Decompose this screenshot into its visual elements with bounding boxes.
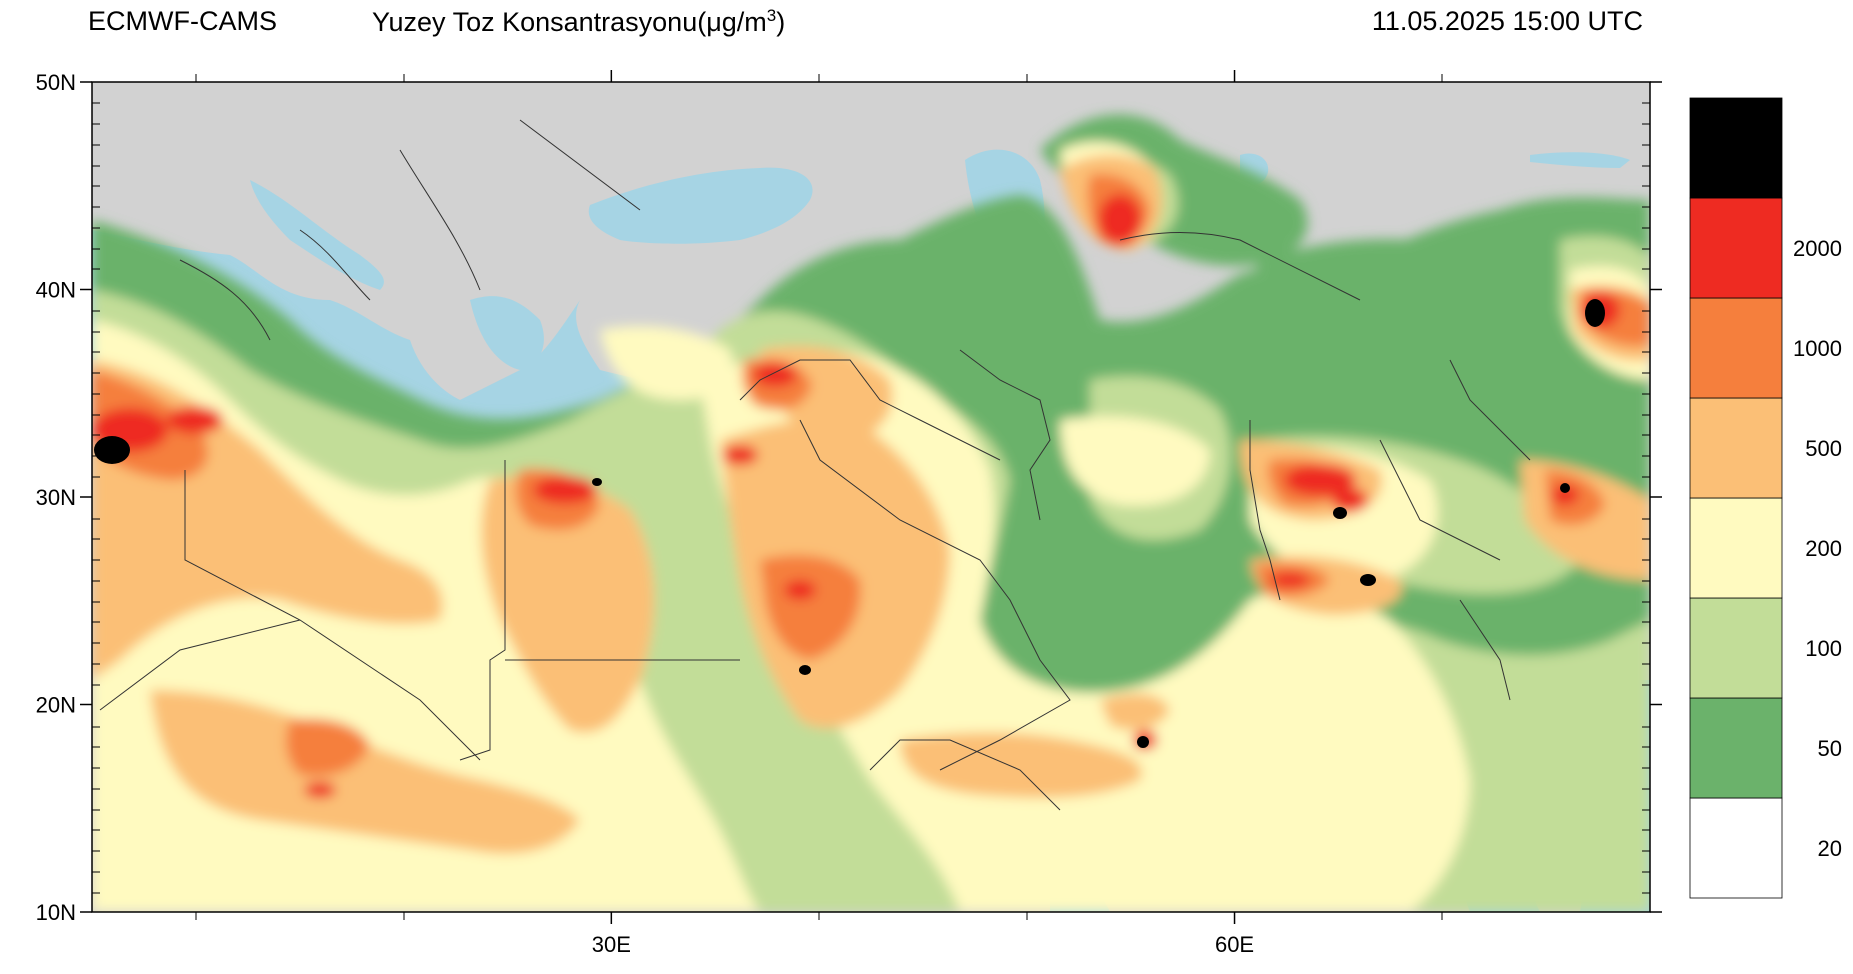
hotspot-black-tibet xyxy=(1585,299,1605,327)
country-borders xyxy=(99,119,1531,811)
hotspot-red-iran-2 xyxy=(1332,488,1368,512)
band-green-central-asia xyxy=(1251,239,1507,395)
hotspot-black-oman xyxy=(1137,736,1149,748)
hotspot-black-india xyxy=(1560,483,1570,493)
colorbar-label: 1000 xyxy=(1793,336,1842,361)
hotspot-red-iran-1 xyxy=(1284,464,1356,496)
band-yellow-levant xyxy=(600,326,733,400)
hotspot-red-sudan xyxy=(304,782,336,798)
adriatic-sea xyxy=(250,180,384,290)
hotspot-black-egypt xyxy=(592,478,602,486)
minor-tick-marks xyxy=(92,74,1650,920)
hotspot-red-arabia xyxy=(784,580,816,600)
lat-tick-label: 10N xyxy=(36,900,76,925)
band-orange-central-arabia xyxy=(760,555,861,660)
colorbar-swatch xyxy=(1689,97,1783,199)
hotspot-black-arabia xyxy=(799,665,811,675)
variable-title-text: Yuzey Toz Konsantrasyonu(μg/m xyxy=(372,7,767,37)
hotspot-black-pakistan-1 xyxy=(1333,507,1347,519)
lat-tick-label: 50N xyxy=(36,70,76,95)
hotspot-red-india xyxy=(1551,485,1579,505)
hotspot-red-libya xyxy=(167,406,223,434)
hotspot-red-caspian xyxy=(1098,194,1142,246)
hotspot-red-syria xyxy=(753,363,797,387)
black-sea xyxy=(588,167,813,244)
variable-title: Yuzey Toz Konsantrasyonu(μg/m3) xyxy=(372,6,785,38)
band-orange-sudan xyxy=(286,718,370,777)
colorbar-label: 20 xyxy=(1818,836,1842,861)
colorbar-swatch xyxy=(1689,797,1783,899)
band-lorange-sudan-chad xyxy=(150,690,580,854)
dust-field xyxy=(92,114,1650,912)
lon-tick-label: 60E xyxy=(1215,932,1254,957)
colorbar-label: 2000 xyxy=(1793,236,1842,261)
hotspot-red-iraq xyxy=(722,445,758,465)
colorbar-swatch xyxy=(1689,497,1783,599)
lat-tick-label: 40N xyxy=(36,278,76,303)
aegean-sea xyxy=(470,296,544,370)
valid-time-title: 11.05.2025 15:00 UTC xyxy=(1371,6,1643,36)
balkhash-lake xyxy=(1530,152,1630,168)
longitude-ticks: 30E 60E xyxy=(592,70,1254,957)
colorbar-swatch xyxy=(1689,397,1783,499)
colorbar-swatch xyxy=(1689,197,1783,299)
colorbar-label: 500 xyxy=(1805,436,1842,461)
latitude-ticks: 50N 40N 30N 20N 10N xyxy=(36,70,1662,925)
band-yellow-iran-south xyxy=(1060,416,1210,506)
model-source-title: ECMWF-CAMS xyxy=(88,6,277,36)
lat-tick-label: 20N xyxy=(36,693,76,718)
hotspot-red-egypt xyxy=(533,476,597,504)
colorbar-swatch xyxy=(1689,297,1783,399)
colorbar-swatch xyxy=(1689,597,1783,699)
colorbar-label: 200 xyxy=(1805,536,1842,561)
lon-tick-label: 30E xyxy=(592,932,631,957)
variable-title-superscript: 3 xyxy=(766,6,777,25)
colorbar-label: 50 xyxy=(1818,736,1842,761)
hotspot-red-pakistan xyxy=(1270,572,1310,588)
colorbar: 20 50 100 200 500 1000 2000 xyxy=(1689,97,1842,899)
dust-gt-2000 xyxy=(94,299,1605,748)
colorbar-label: 100 xyxy=(1805,636,1842,661)
lat-tick-label: 30N xyxy=(36,485,76,510)
variable-title-close: ) xyxy=(776,7,786,37)
band-lorange-yemen xyxy=(900,732,1142,798)
hotspot-black-algeria xyxy=(94,436,130,464)
colorbar-swatch xyxy=(1689,697,1783,799)
band-lorange-egypt xyxy=(481,476,654,733)
map-field xyxy=(92,82,1650,912)
hotspot-black-pakistan-2 xyxy=(1360,574,1376,586)
band-lorange-arabian-coast xyxy=(1100,693,1170,730)
